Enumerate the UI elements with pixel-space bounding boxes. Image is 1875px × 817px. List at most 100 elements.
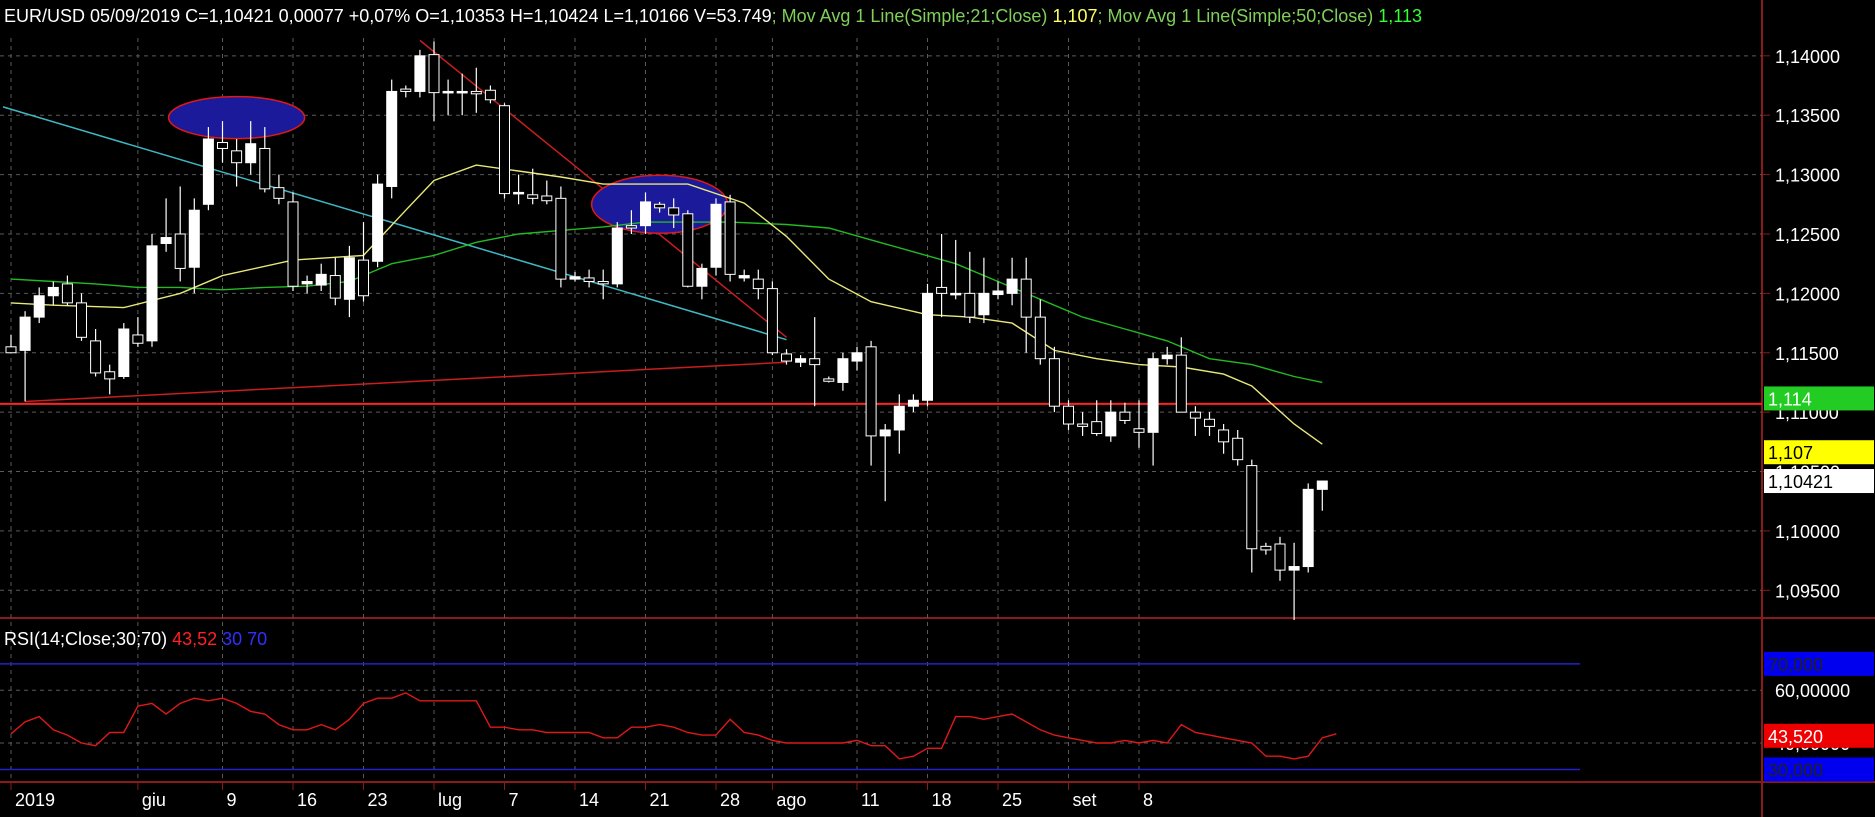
time-tick-label: lug xyxy=(438,790,462,810)
candle-body xyxy=(781,353,792,362)
ma50-price-tag: 1,114 xyxy=(1768,389,1812,409)
candle-body xyxy=(1048,358,1060,407)
trendline-cyan xyxy=(2,106,787,341)
candle-body xyxy=(245,143,257,164)
candle-body xyxy=(1161,354,1173,360)
candle-body xyxy=(287,201,299,287)
candle-body xyxy=(428,54,440,94)
candle-body xyxy=(231,150,243,164)
rsi-header-levels: 30 70 xyxy=(217,629,267,649)
time-tick-label: 21 xyxy=(650,790,670,810)
time-tick-label: 7 xyxy=(509,790,519,810)
price-tick-label: 1,09500 xyxy=(1775,581,1840,601)
candle-body xyxy=(499,105,510,195)
header-ma50-value: 1,113 xyxy=(1378,6,1422,26)
time-tick-label: 2019 xyxy=(15,790,55,810)
header-ma21-label: ; Mov Avg 1 Line(Simple;21;Close) xyxy=(772,6,1053,26)
candle-body xyxy=(907,399,919,407)
candle-body xyxy=(1105,411,1117,437)
time-tick-label: 11 xyxy=(861,790,880,810)
candle-body xyxy=(1204,418,1215,427)
candle-body xyxy=(668,207,680,216)
candle-body xyxy=(1288,566,1300,571)
header-ma50-label: ; Mov Avg 1 Line(Simple;50;Close) xyxy=(1097,6,1378,26)
rsi-tick-label: 60,00000 xyxy=(1775,681,1850,701)
candle-body xyxy=(851,352,863,362)
candle-body xyxy=(879,429,891,437)
rsi-line xyxy=(10,692,1337,760)
candle-body xyxy=(372,183,384,262)
candle-body xyxy=(583,277,595,282)
candle-body xyxy=(1302,488,1314,568)
candle-body xyxy=(1147,358,1159,433)
candle-body xyxy=(132,334,144,344)
ma50-price-tag-bg xyxy=(1764,386,1874,411)
candle-body xyxy=(964,292,976,318)
candle-body xyxy=(1133,428,1145,433)
rsi-upper-tag-bg xyxy=(1764,651,1874,676)
candle-body xyxy=(1274,543,1286,571)
time-tick-label: ago xyxy=(776,790,806,810)
rsi-upper-tag: 70,000 xyxy=(1768,655,1823,675)
candle-body xyxy=(597,280,609,285)
highlight-ellipse xyxy=(167,95,306,140)
price-tick-label: 1,14000 xyxy=(1775,47,1840,67)
header-ma21-value: 1,107 xyxy=(1052,6,1097,26)
price-tick-label: 1,13000 xyxy=(1775,166,1840,186)
candle-body xyxy=(724,201,736,275)
candle-body xyxy=(315,273,327,286)
candle-body xyxy=(1218,429,1230,443)
candle-body xyxy=(484,89,496,101)
candle-body xyxy=(343,257,355,300)
candle-body xyxy=(259,147,271,190)
candle-body xyxy=(541,195,553,202)
candle-body xyxy=(329,275,341,299)
candle-body xyxy=(1034,316,1046,360)
candle-body xyxy=(640,201,651,227)
candle-body xyxy=(682,213,694,287)
candle-body xyxy=(837,358,849,383)
candle-body xyxy=(1232,437,1244,461)
candle-body xyxy=(273,187,285,199)
time-tick-label: 14 xyxy=(579,790,599,810)
candle-body xyxy=(202,138,214,205)
ma21-line xyxy=(10,164,1323,445)
candle-body xyxy=(611,227,623,285)
candle-body xyxy=(414,55,426,92)
price-tick-label: 1,12500 xyxy=(1775,225,1840,245)
candle-body xyxy=(174,233,186,269)
price-tags: 1,114 1,107 1,10421 70,000 43,520 30,000 xyxy=(1764,386,1874,782)
rsi-header-label: RSI(14;Close;30;70) xyxy=(4,629,172,649)
candle-body xyxy=(1175,354,1187,413)
rsi-value-tag-bg xyxy=(1764,723,1874,748)
candle-body xyxy=(710,203,722,268)
trendline-red-up xyxy=(25,361,787,403)
candle-body xyxy=(400,88,412,92)
candle-body xyxy=(893,405,905,431)
candle-body xyxy=(358,259,369,297)
price-tick-label: 1,11500 xyxy=(1775,344,1839,364)
rsi-lower-tag-bg xyxy=(1764,757,1874,782)
candle-body xyxy=(61,283,73,304)
candle-body xyxy=(766,288,778,354)
close-price-tag: 1,10421 xyxy=(1768,472,1833,492)
time-tick-label: 16 xyxy=(297,790,317,810)
candle-body xyxy=(1091,421,1103,435)
candle-body xyxy=(90,340,102,374)
candle-body xyxy=(654,203,666,209)
candle-body xyxy=(1246,465,1258,550)
time-tick-label: 9 xyxy=(227,790,237,810)
candle-body xyxy=(1063,405,1074,425)
price-tick-label: 1,10000 xyxy=(1775,522,1840,542)
time-tick-label: giu xyxy=(142,790,166,810)
candle-body xyxy=(5,346,17,354)
time-tick-label: 25 xyxy=(1002,790,1022,810)
candle-body xyxy=(118,328,130,378)
candle-body xyxy=(1260,545,1272,551)
candle-body xyxy=(696,267,708,287)
candle-body xyxy=(146,245,158,342)
candle-body xyxy=(1316,480,1328,490)
candle-body xyxy=(978,292,990,316)
